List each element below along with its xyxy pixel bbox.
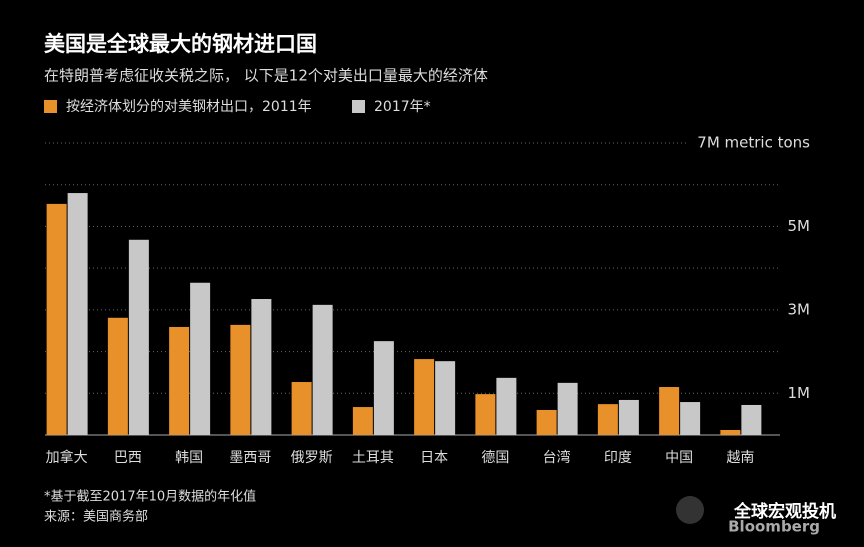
x-tick-label: 土耳其: [352, 450, 394, 466]
bar: [414, 359, 435, 435]
x-tick-label: 印度: [604, 450, 632, 466]
x-tick-label: 越南: [726, 450, 754, 466]
legend-swatch: [352, 100, 365, 113]
legend-swatch: [44, 100, 57, 113]
brand: Bloomberg: [728, 518, 820, 536]
x-tick-label: 德国: [481, 450, 509, 466]
bar: [230, 324, 251, 435]
x-tick-label: 墨西哥: [229, 450, 271, 466]
bar: [251, 299, 272, 435]
bar: [128, 239, 149, 435]
bar: [680, 402, 701, 435]
bar: [291, 382, 312, 435]
bar: [435, 361, 456, 435]
y-tick-label: 5M: [788, 217, 811, 235]
bar: [496, 377, 517, 435]
bar: [557, 382, 578, 435]
x-tick-label: 韩国: [175, 450, 203, 466]
y-tick-label: 3M: [788, 300, 811, 318]
chart-title: 美国是全球最大的钢材进口国: [44, 32, 317, 56]
x-tick-label: 加拿大: [46, 449, 88, 466]
bar: [659, 387, 680, 435]
bar: [352, 407, 373, 435]
bar: [597, 404, 618, 435]
bar: [312, 304, 333, 435]
bar: [169, 326, 190, 435]
footnote: *基于截至2017年10月数据的年化值: [44, 489, 256, 505]
watermark: 全球宏观投机: [733, 501, 836, 522]
bar: [190, 282, 211, 435]
x-tick-label: 俄罗斯: [291, 450, 333, 466]
legend-label: 按经济体划分的对美钢材出口，2011年: [66, 99, 312, 115]
y-tick-label: 1M: [788, 384, 811, 402]
bar: [618, 399, 639, 435]
bar: [46, 203, 67, 435]
legend-label: 2017年*: [374, 99, 431, 115]
x-tick-label: 日本: [420, 450, 448, 466]
x-tick-label: 台湾: [543, 449, 571, 466]
y-tick-label: 7M metric tons: [697, 134, 810, 152]
source: 来源：美国商务部: [44, 509, 148, 525]
bar: [373, 341, 394, 435]
x-tick-label: 巴西: [114, 450, 142, 466]
bar: [741, 404, 762, 435]
chart-subtitle: 在特朗普考虑征收关税之际， 以下是12个对美出口量最大的经济体: [44, 67, 488, 85]
bar: [536, 409, 557, 435]
bar: [720, 429, 741, 435]
bar: [475, 394, 496, 435]
watermark-icon: [676, 496, 704, 524]
x-tick-label: 中国: [665, 450, 693, 466]
bar: [107, 317, 128, 435]
bar: [67, 193, 88, 435]
